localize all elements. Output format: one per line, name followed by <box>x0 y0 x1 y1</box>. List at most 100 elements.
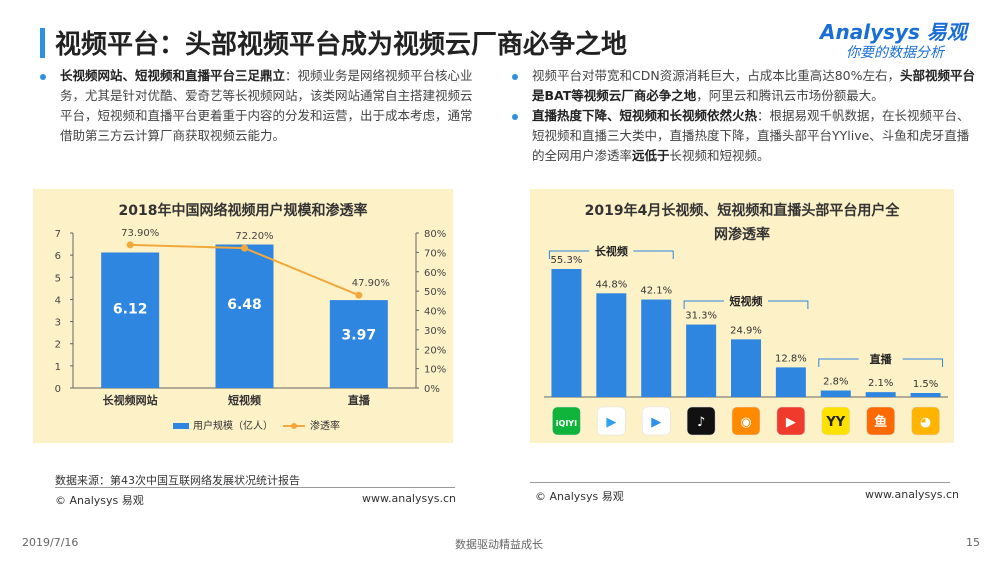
analysys-logo: Analysys 易观 你要的数据分析 <box>820 16 980 66</box>
chart2-bar <box>731 339 761 397</box>
douyu-icon <box>866 406 895 436</box>
chart2-bar <box>641 299 672 397</box>
chart1-left-tick-label: 7 <box>55 229 61 240</box>
bullet-dot <box>512 74 518 80</box>
chart1-bar-label: 6.12 <box>113 301 148 317</box>
chart1-category-label: 直播 <box>348 393 371 407</box>
chart1-line-point <box>126 241 134 249</box>
left-bullet-bold: 长视频网站、短视频和直播平台三足鼎立 <box>60 68 286 83</box>
chart1-category-label: 长视频网站 <box>103 393 158 407</box>
chart2-bar <box>820 390 851 397</box>
chart2-bar-label: 55.3% <box>551 255 583 266</box>
bullet-dot <box>512 114 518 120</box>
bullet-dot <box>40 74 46 80</box>
huoshan-icon <box>776 406 806 436</box>
chart1-right-tick-label: 70% <box>424 248 446 259</box>
chart1-category-label: 短视频 <box>228 393 261 407</box>
chart1-line-point <box>355 291 363 299</box>
chart2-group-label-bg <box>589 243 634 259</box>
chart1-bar <box>101 252 160 388</box>
chart1-left-tick-label: 0 <box>55 384 61 395</box>
chart1-bar <box>329 300 388 388</box>
douyin-icon <box>686 406 716 436</box>
chart1-svg: 2018年中国网络视频用户规模和渗透率 012345670%10%20%30%4… <box>55 202 447 432</box>
chart1-left-tick-label: 3 <box>55 318 61 329</box>
chart1-legend-bar-swatch <box>173 423 189 429</box>
chart2-bar-label: 44.8% <box>595 279 627 290</box>
youku-icon-glyph: ▶ <box>651 415 661 430</box>
chart1-legend-bar-label: 用户规模（亿人） <box>193 419 273 432</box>
chart2-title-line2: 网渗透率 <box>714 226 770 243</box>
right-bullet-2: 直播热度下降、短视频和长视频依然火热：根据易观千帆数据，在长视频平台、短视频和直… <box>532 106 977 166</box>
chart2-bar <box>551 269 582 397</box>
yy-icon <box>821 406 851 436</box>
chart2-group-label: 短视频 <box>730 294 763 308</box>
chart1-right-tick-label: 0% <box>424 384 440 395</box>
chart1-right-tick-label: 80% <box>424 229 446 240</box>
chart1-bar-label: 6.48 <box>227 297 262 313</box>
chart2-bar-label: 12.8% <box>775 353 807 364</box>
chart1-legend-line-marker <box>291 423 297 429</box>
chart1-website: www.analysys.cn <box>362 492 456 505</box>
chart2-bar-label: 2.8% <box>823 377 848 388</box>
iqiyi-icon-glyph: iQIYI <box>556 419 577 428</box>
chart1-left-tick-label: 5 <box>55 273 61 284</box>
chart2-bar <box>686 324 717 397</box>
iqiyi-icon <box>552 406 581 436</box>
right-bullet-2-bold: 直播热度下降、短视频和长视频依然火热 <box>532 108 758 123</box>
footer-date: 2019/7/16 <box>22 536 79 549</box>
chart1-copyright: © Analysys 易观 <box>55 494 144 507</box>
chart2-bar-label: 24.9% <box>730 325 762 336</box>
footer-page-number: 15 <box>966 536 980 549</box>
douyin-icon-glyph: ♪ <box>697 415 705 430</box>
chart1-right-tick-label: 20% <box>424 345 446 356</box>
right-bullet-1-pre: 视频平台对带宽和CDN资源消耗巨大，占成本比重高达80%左右， <box>532 68 900 83</box>
page-title: 视频平台：头部视频平台成为视频云厂商必争之地 <box>55 30 628 60</box>
douyu-icon-glyph: 鱼 <box>874 414 887 430</box>
chart1-bar <box>215 244 274 388</box>
chart1-left-tick-label: 2 <box>55 340 61 351</box>
tencent-video-icon <box>597 406 626 436</box>
chart1-left-tick-label: 1 <box>55 362 61 373</box>
chart1-divider <box>55 487 455 488</box>
huya-icon <box>911 406 940 436</box>
chart2-group-label: 直播 <box>870 352 893 366</box>
chart2-copyright: © Analysys 易观 <box>535 490 624 503</box>
title-accent-bar <box>40 28 45 58</box>
chart1-line-label: 72.20% <box>235 231 273 242</box>
chart1-right-tick-label: 10% <box>424 365 446 376</box>
chart1-source: 数据来源：第43次中国互联网络发展状况统计报告 <box>55 474 300 487</box>
chart1-right-tick-label: 50% <box>424 287 446 298</box>
chart2-group-label: 长视频 <box>595 244 628 258</box>
chart2-bar <box>865 392 896 397</box>
chart2-bar <box>596 293 627 397</box>
chart1-right-tick-label: 40% <box>424 307 446 318</box>
right-bullet-2-bold2: 远低于 <box>632 148 670 163</box>
right-bullet-1-post: ，阿里云和腾讯云市场份额最大。 <box>696 88 884 103</box>
chart2-title-line1: 2019年4月长视频、短视频和直播头部平台用户全 <box>585 202 901 219</box>
chart2-bar-label: 31.3% <box>685 311 717 322</box>
chart2-group-label-bg <box>858 351 903 367</box>
chart1-left-tick-label: 4 <box>55 295 61 306</box>
right-bullet-1-bold: 头部视频平台是BAT等视频云厂商必争之地 <box>532 68 976 103</box>
chart1-bar-label: 3.97 <box>342 328 377 344</box>
tencent-video-icon-glyph: ▶ <box>606 415 616 430</box>
chart2-bar-label: 2.1% <box>868 378 893 389</box>
left-bullet-text: ：视频业务是网络视频平台核心业务，尤其是针对优酷、爱奇艺等长视频网站，该类网站通… <box>60 68 473 143</box>
chart2-svg: 2019年4月长视频、短视频和直播头部平台用户全 网渗透率 55.3% iQIYI… <box>544 202 948 436</box>
chart2-bar <box>775 367 806 397</box>
chart1-right-tick-label: 60% <box>424 268 446 279</box>
footer-slogan: 数据驱动精益成长 <box>455 538 543 551</box>
kuaishou-icon <box>731 406 761 436</box>
yy-icon-glyph: YY <box>825 415 845 430</box>
left-bullet: 长视频网站、短视频和直播平台三足鼎立：视频业务是网络视频平台核心业务，尤其是针对… <box>60 66 480 146</box>
youku-icon <box>641 406 671 436</box>
chart2-website: www.analysys.cn <box>865 488 959 501</box>
kuaishou-icon-glyph: ◉ <box>740 415 751 430</box>
chart2-divider <box>530 482 950 483</box>
logo-slogan: 你要的数据分析 <box>846 45 944 61</box>
chart1-line-label: 73.90% <box>121 228 159 239</box>
right-bullet-1: 视频平台对带宽和CDN资源消耗巨大，占成本比重高达80%左右，头部视频平台是BA… <box>532 66 977 106</box>
right-bullet-2-text: ：根据易观千帆数据，在长视频平台、短视频和直播三大类中，直播热度下降，直播头部平… <box>532 108 970 163</box>
chart1-legend-line-label: 渗透率 <box>310 419 340 432</box>
